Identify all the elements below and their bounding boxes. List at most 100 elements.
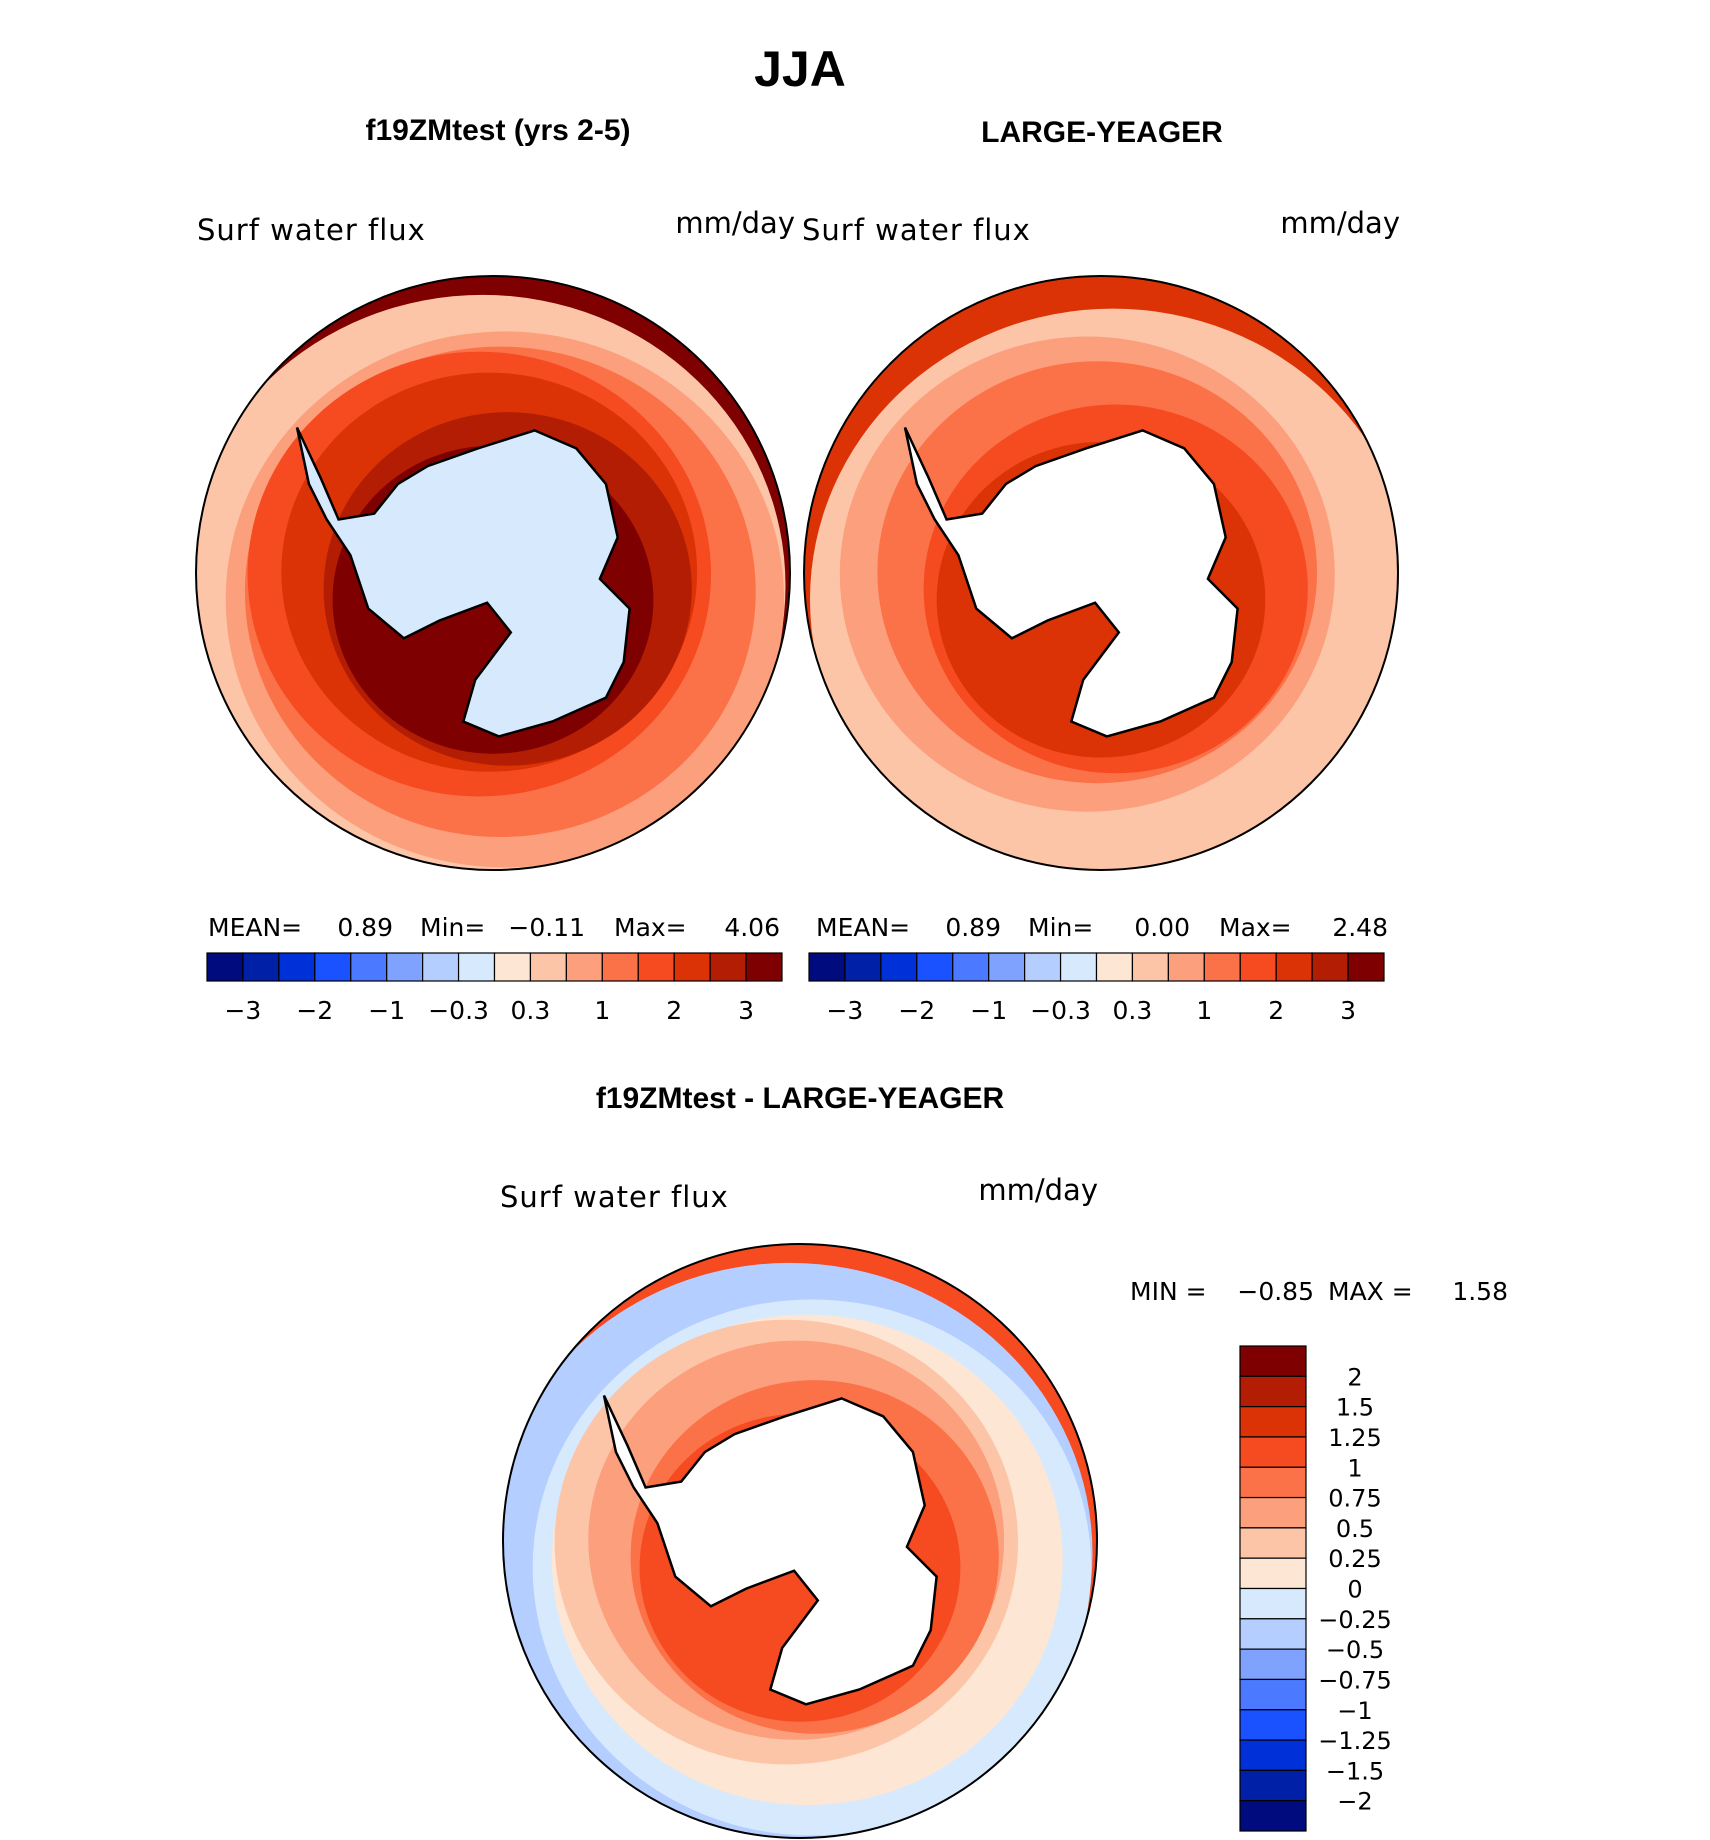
variable-label: Surf water flux	[500, 1180, 729, 1214]
colorbar-box	[745, 952, 783, 982]
colorbar-box	[1239, 1527, 1307, 1559]
colorbar-difference: 21.51.2510.750.50.250−0.25−0.5−0.75−1−1.…	[1239, 1345, 1392, 1832]
colorbar-box	[637, 952, 675, 982]
colorbar-tick-label: −1	[368, 996, 405, 1025]
colorbar-tick-label: −1.25	[1318, 1727, 1392, 1755]
colorbar-box	[1239, 1678, 1307, 1711]
colorbar-tick-label: 2	[666, 996, 682, 1025]
antarctica-land	[602, 1394, 938, 1706]
min-label: MIN =	[1130, 1277, 1207, 1306]
colorbar-box	[952, 952, 990, 982]
map-boundary	[803, 275, 1399, 871]
antarctica-land	[903, 426, 1239, 738]
colorbar-tick-label: 0.3	[1113, 996, 1153, 1025]
min-value: −0.85	[1237, 1277, 1314, 1306]
colorbar-box	[278, 952, 316, 982]
colorbar-box	[1203, 952, 1241, 982]
colorbar-tick-label: −2	[1337, 1788, 1372, 1816]
colorbar-box	[1095, 952, 1134, 982]
colorbar-box	[206, 952, 244, 982]
units-label: mm/day	[1280, 206, 1400, 240]
minmax-line: MIN = −0.85 MAX = 1.58	[1130, 1277, 1508, 1306]
antarctica-land	[295, 426, 631, 738]
colorbar-box	[1239, 1557, 1307, 1590]
map-boundary	[195, 275, 791, 871]
colorbar-tick-label: 3	[738, 996, 754, 1025]
colorbar-tick-label: −0.5	[1326, 1636, 1384, 1664]
colorbar-model: −3 −2 −1 −0.3 0.3 1 2 3	[206, 952, 783, 1025]
colorbar-box	[242, 952, 280, 982]
mean-value: 0.89	[945, 913, 1001, 942]
colorbar-tick-label: −0.25	[1318, 1606, 1392, 1634]
colorbar-box	[1131, 952, 1169, 982]
colorbar-box	[709, 952, 747, 982]
units-label: mm/day	[675, 206, 795, 240]
colorbar-tick-label: 3	[1340, 996, 1356, 1025]
mean-label: MEAN=	[816, 913, 910, 942]
colorbar-box	[314, 952, 352, 982]
map-boundary	[502, 1243, 1098, 1839]
panel-title: f19ZMtest - LARGE-YEAGER	[596, 1082, 1005, 1115]
colorbar-box	[1311, 952, 1349, 982]
max-value: 1.58	[1452, 1277, 1508, 1306]
colorbar-tick-label: 0.75	[1328, 1485, 1381, 1513]
colorbar-box	[1239, 1587, 1307, 1620]
colorbar-box	[1239, 1769, 1307, 1802]
colorbar-box	[808, 952, 846, 982]
colorbar-obs: −3 −2 −1 −0.3 0.3 1 2 3	[808, 952, 1385, 1025]
colorbar-tick-label: 0.5	[1336, 1515, 1374, 1543]
colorbar-tick-label: −0.75	[1318, 1666, 1392, 1694]
colorbar-box	[880, 952, 918, 982]
colorbar-box	[1239, 1406, 1307, 1438]
colorbar-tick-label: −0.3	[1030, 996, 1091, 1025]
colorbar-tick-label: −1	[1337, 1697, 1372, 1725]
colorbar-tick-label: 1	[1347, 1454, 1362, 1482]
colorbar-box	[1059, 952, 1098, 982]
max-value: 2.48	[1332, 913, 1388, 942]
figure-title: JJA	[754, 41, 846, 97]
colorbar-tick-label: 1.25	[1328, 1424, 1381, 1452]
panel-title: f19ZMtest (yrs 2-5)	[365, 114, 630, 147]
colorbar-box	[1239, 1345, 1307, 1377]
panel-obs: LARGE-YEAGER Surf water flux mm/day MEAN…	[802, 116, 1400, 1025]
panel-difference: f19ZMtest - LARGE-YEAGER Surf water flux…	[500, 1082, 1508, 1839]
colorbar-box	[1239, 1648, 1307, 1681]
colorbar-box	[844, 952, 882, 982]
colorbar-tick-label: 1	[594, 996, 610, 1025]
panel-model: f19ZMtest (yrs 2-5) Surf water flux mm/d…	[195, 114, 795, 1025]
stats-line: MEAN= 0.89 Min= −0.11 Max= 4.06	[208, 913, 780, 942]
map-field	[196, 276, 790, 870]
colorbar-box	[1239, 1709, 1307, 1741]
colorbar-box	[1239, 1800, 1307, 1832]
colorbar-box	[1024, 952, 1062, 982]
colorbar-tick-label: 0.25	[1328, 1545, 1381, 1573]
colorbar-tick-label: 1	[1196, 996, 1212, 1025]
map-field	[804, 276, 1398, 870]
max-value: 4.06	[724, 913, 780, 942]
min-value: 0.00	[1134, 913, 1190, 942]
colorbar-box	[988, 952, 1026, 982]
colorbar-box	[350, 952, 388, 982]
colorbar-tick-label: −2	[296, 996, 333, 1025]
colorbar-box	[1239, 1618, 1307, 1650]
colorbar-tick-label: 1.5	[1336, 1394, 1374, 1422]
colorbar-tick-label: −0.3	[428, 996, 489, 1025]
colorbar-tick-label: −3	[826, 996, 863, 1025]
colorbar-box	[1239, 952, 1277, 982]
map-field	[503, 1244, 1097, 1838]
panel-title: LARGE-YEAGER	[981, 116, 1223, 149]
colorbar-box	[565, 952, 603, 982]
colorbar-tick-label: −3	[224, 996, 261, 1025]
colorbar-tick-label: −1	[970, 996, 1007, 1025]
colorbar-box	[529, 952, 567, 982]
colorbar-box	[1239, 1375, 1307, 1408]
colorbar-tick-label: 2	[1268, 996, 1284, 1025]
colorbar-box	[457, 952, 496, 982]
colorbar-tick-label: 0.3	[511, 996, 551, 1025]
mean-value: 0.89	[337, 913, 393, 942]
colorbar-tick-label: −2	[898, 996, 935, 1025]
colorbar-tick-label: 0	[1347, 1576, 1362, 1604]
max-label: Max=	[614, 913, 687, 942]
colorbar-box	[1239, 1436, 1307, 1468]
